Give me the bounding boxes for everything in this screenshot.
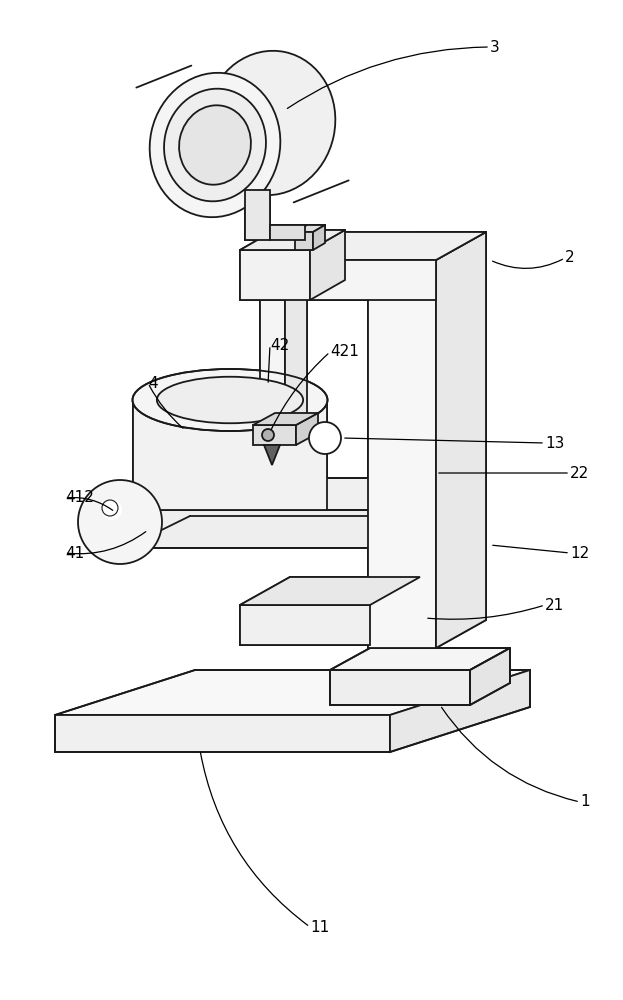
Text: 4: 4	[148, 375, 158, 390]
Polygon shape	[310, 230, 345, 300]
Text: 12: 12	[570, 546, 589, 560]
Text: 421: 421	[330, 344, 359, 360]
Text: 3: 3	[490, 39, 500, 54]
Polygon shape	[330, 648, 510, 670]
Polygon shape	[240, 250, 310, 300]
Text: 11: 11	[310, 920, 329, 934]
Polygon shape	[313, 225, 325, 250]
Polygon shape	[253, 413, 318, 425]
Polygon shape	[240, 230, 345, 250]
Polygon shape	[125, 510, 375, 548]
Polygon shape	[133, 400, 327, 510]
Polygon shape	[375, 478, 440, 548]
Polygon shape	[330, 670, 470, 705]
Text: 42: 42	[270, 338, 289, 353]
Text: 2: 2	[565, 250, 574, 265]
Ellipse shape	[179, 105, 251, 185]
Polygon shape	[368, 260, 436, 648]
Ellipse shape	[157, 377, 303, 423]
Polygon shape	[255, 260, 436, 300]
Polygon shape	[260, 300, 285, 435]
Ellipse shape	[205, 51, 335, 195]
Ellipse shape	[133, 479, 328, 541]
Polygon shape	[255, 232, 486, 260]
Polygon shape	[240, 577, 420, 605]
Polygon shape	[390, 670, 530, 752]
Text: 41: 41	[65, 546, 84, 560]
Polygon shape	[264, 445, 280, 465]
Polygon shape	[125, 478, 440, 510]
Polygon shape	[470, 648, 510, 705]
Text: 412: 412	[65, 490, 94, 506]
Ellipse shape	[150, 73, 280, 217]
Polygon shape	[240, 605, 370, 645]
Ellipse shape	[133, 369, 328, 431]
Polygon shape	[296, 413, 318, 445]
Polygon shape	[436, 232, 486, 648]
Circle shape	[309, 422, 341, 454]
Polygon shape	[368, 232, 486, 260]
Text: 22: 22	[570, 466, 589, 481]
Polygon shape	[253, 425, 296, 445]
Text: 1: 1	[580, 794, 589, 810]
Circle shape	[262, 429, 274, 441]
Polygon shape	[245, 190, 270, 240]
Polygon shape	[270, 225, 305, 240]
Polygon shape	[295, 232, 313, 250]
Text: 13: 13	[545, 436, 564, 450]
Polygon shape	[285, 288, 307, 435]
Polygon shape	[55, 715, 390, 752]
Polygon shape	[295, 225, 325, 232]
Circle shape	[78, 480, 162, 564]
Ellipse shape	[164, 89, 266, 201]
Polygon shape	[55, 670, 530, 715]
Text: 21: 21	[545, 597, 564, 612]
Circle shape	[102, 500, 122, 520]
